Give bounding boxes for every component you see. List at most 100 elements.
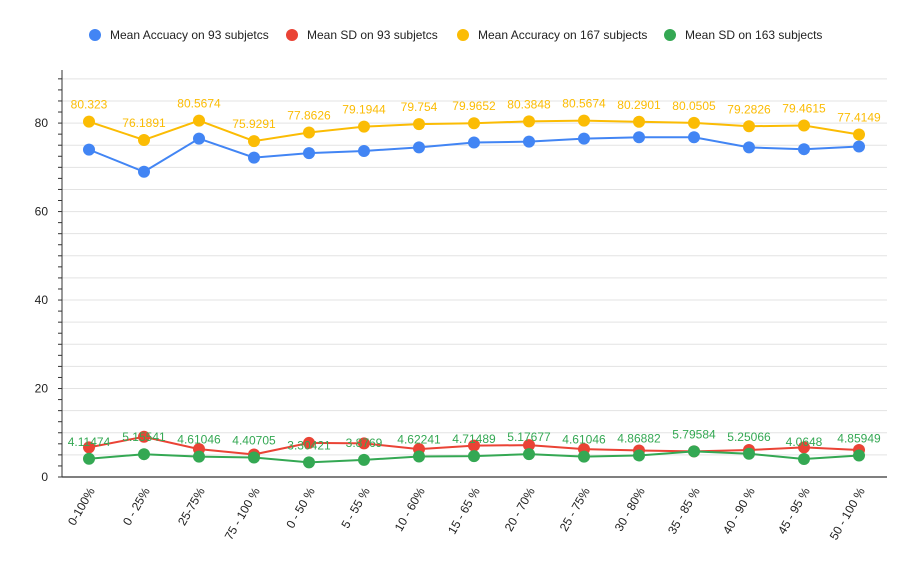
data-label: 80.5674 bbox=[177, 97, 221, 111]
data-point bbox=[193, 450, 205, 463]
x-tick-label: 25 - 75% bbox=[557, 485, 593, 534]
x-tick-label: 10 - 60% bbox=[392, 485, 428, 534]
data-point bbox=[358, 144, 370, 157]
x-tick-label: 0 - 50 % bbox=[283, 485, 318, 531]
y-tick-label: 0 bbox=[41, 470, 48, 484]
data-point bbox=[743, 141, 755, 154]
data-point bbox=[523, 439, 535, 452]
data-point bbox=[358, 437, 370, 450]
x-tick-label: 0 - 25% bbox=[120, 485, 153, 528]
data-point bbox=[83, 452, 95, 465]
x-tick-label: 75 - 100 % bbox=[222, 485, 263, 543]
data-point bbox=[633, 131, 645, 144]
data-label: 77.4149 bbox=[837, 111, 881, 125]
data-point bbox=[578, 114, 590, 127]
x-tick-label: 45 - 95 % bbox=[775, 485, 813, 537]
data-point bbox=[688, 445, 700, 458]
data-label: 80.5674 bbox=[562, 97, 606, 111]
data-label: 79.4615 bbox=[782, 101, 826, 115]
data-point bbox=[358, 120, 370, 133]
data-point bbox=[303, 456, 315, 469]
y-tick-label: 20 bbox=[35, 382, 49, 396]
legend-marker bbox=[286, 29, 298, 41]
data-point bbox=[138, 165, 150, 178]
data-point bbox=[83, 115, 95, 128]
legend-marker bbox=[89, 29, 101, 41]
data-point bbox=[798, 143, 810, 156]
data-point bbox=[248, 151, 260, 164]
data-point bbox=[83, 441, 95, 454]
data-point bbox=[633, 449, 645, 462]
data-point bbox=[193, 132, 205, 145]
data-point bbox=[468, 136, 480, 149]
data-label: 3.30421 bbox=[287, 438, 331, 452]
data-point bbox=[358, 453, 370, 466]
x-tick-label: 25-75% bbox=[175, 485, 208, 528]
data-label: 4.61046 bbox=[177, 433, 221, 447]
series-4 bbox=[83, 445, 865, 469]
x-tick-label: 0-100% bbox=[65, 485, 98, 528]
legend-marker bbox=[457, 29, 469, 41]
data-point bbox=[303, 126, 315, 139]
x-tick-label: 20 - 70% bbox=[502, 485, 538, 534]
data-point bbox=[688, 116, 700, 129]
data-label: 4.71489 bbox=[452, 432, 496, 446]
data-label: 80.323 bbox=[71, 98, 108, 112]
data-label: 79.9652 bbox=[452, 99, 496, 113]
legend-item[interactable]: Mean SD on 163 subjects bbox=[664, 28, 822, 42]
data-label: 5.79584 bbox=[672, 427, 716, 441]
data-label: 80.3848 bbox=[507, 97, 551, 111]
x-tick-label: 5 - 55 % bbox=[338, 485, 373, 531]
data-point bbox=[853, 128, 865, 141]
data-point bbox=[743, 447, 755, 460]
legend-item[interactable]: Mean Accuacy on 93 subjetcs bbox=[89, 28, 269, 42]
data-label: 75.9291 bbox=[232, 117, 276, 131]
y-tick-label: 60 bbox=[35, 205, 49, 219]
series-1 bbox=[83, 131, 865, 178]
data-point bbox=[138, 448, 150, 461]
data-point bbox=[303, 147, 315, 160]
x-tick-label: 35 - 85 % bbox=[665, 485, 703, 537]
data-label: 79.754 bbox=[401, 100, 438, 114]
data-label: 4.61046 bbox=[562, 433, 606, 447]
data-label: 4.11474 bbox=[68, 435, 111, 449]
legend-item[interactable]: Mean Accuracy on 167 subjects bbox=[457, 28, 647, 42]
y-tick-label: 40 bbox=[35, 293, 49, 307]
data-point bbox=[523, 135, 535, 148]
legend: Mean Accuacy on 93 subjetcs Mean SD on 93… bbox=[89, 28, 822, 42]
data-point bbox=[798, 119, 810, 132]
legend-label: Mean SD on 163 subjects bbox=[685, 28, 822, 42]
data-label: 80.0505 bbox=[672, 99, 716, 113]
data-label: 4.62241 bbox=[397, 433, 441, 447]
data-point bbox=[633, 115, 645, 128]
data-point bbox=[798, 453, 810, 466]
axes: 0 20 40 60 80 0-100% 0 - 25% 25-75% 75 - 100 % 0 … bbox=[35, 70, 887, 542]
legend-item[interactable]: Mean SD on 93 subjetcs bbox=[286, 28, 438, 42]
data-point bbox=[248, 135, 260, 148]
data-point bbox=[743, 120, 755, 133]
data-labels: 80.323 76.1891 80.5674 75.9291 77.8626 79.194… bbox=[68, 97, 881, 453]
data-point bbox=[468, 450, 480, 463]
data-point bbox=[798, 441, 810, 454]
data-label: 3.8769 bbox=[346, 436, 383, 450]
series-3 bbox=[83, 114, 865, 148]
data-point bbox=[413, 141, 425, 154]
x-tick-label: 50 - 100 % bbox=[827, 485, 868, 543]
legend-label: Mean Accuacy on 93 subjetcs bbox=[110, 28, 269, 42]
series-layer bbox=[83, 114, 865, 469]
data-point bbox=[853, 140, 865, 153]
data-point bbox=[578, 450, 590, 463]
data-point bbox=[853, 449, 865, 462]
data-point bbox=[83, 143, 95, 156]
data-point bbox=[468, 117, 480, 130]
data-point bbox=[413, 450, 425, 463]
data-label: 80.2901 bbox=[617, 98, 661, 112]
data-label: 77.8626 bbox=[287, 109, 331, 123]
data-point bbox=[138, 430, 150, 443]
legend-label: Mean SD on 93 subjetcs bbox=[307, 28, 438, 42]
data-label: 5.15541 bbox=[122, 430, 166, 444]
data-point bbox=[578, 132, 590, 145]
legend-marker bbox=[664, 29, 676, 41]
